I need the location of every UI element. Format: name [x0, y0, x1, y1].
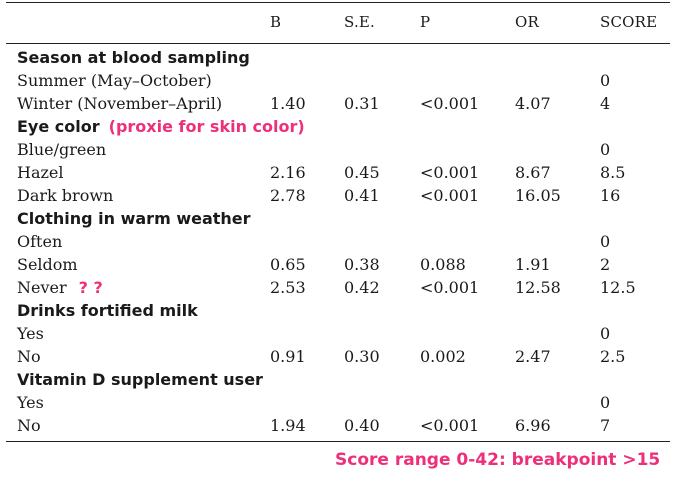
row-label-text: No — [17, 347, 41, 366]
cell-or: 16.05 — [515, 186, 561, 205]
section-heading-row: Eye color (proxie for skin color) — [0, 115, 673, 138]
cell-or: 1.91 — [515, 255, 551, 274]
cell-score: 16 — [600, 186, 621, 205]
cell-score: 0 — [600, 324, 611, 343]
cell-score: 0 — [600, 71, 611, 90]
cell-se: 0.38 — [344, 255, 380, 274]
cell-score: 7 — [600, 416, 611, 435]
table-top-rule — [6, 2, 670, 3]
cell-b: 2.16 — [270, 163, 306, 182]
table-row: Blue/green 0 — [0, 138, 673, 161]
section-heading-row: Drinks fortified milk — [0, 299, 673, 322]
cell-or: 4.07 — [515, 94, 551, 113]
cell-p: <0.001 — [420, 94, 480, 113]
cell-or: 12.58 — [515, 278, 561, 297]
cell-p: <0.001 — [420, 416, 480, 435]
row-label: No — [17, 345, 41, 368]
cell-or: 6.96 — [515, 416, 551, 435]
row-label-text: Often — [17, 232, 63, 251]
row-label: No — [17, 414, 41, 437]
section-title: Season at blood sampling — [17, 48, 250, 67]
row-label: Hazel — [17, 161, 64, 184]
row-label: Yes — [17, 391, 44, 414]
table-row: Hazel 2.16 0.45 <0.001 8.67 8.5 — [0, 161, 673, 184]
cell-p: <0.001 — [420, 186, 480, 205]
row-label-text: Yes — [17, 393, 44, 412]
table-row: Yes 0 — [0, 391, 673, 414]
row-label-text: Seldom — [17, 255, 78, 274]
table-row: Never ? ? 2.53 0.42 <0.001 12.58 12.5 — [0, 276, 673, 299]
table-header-row: B S.E. P OR SCORE — [0, 11, 673, 34]
cell-p: 0.002 — [420, 347, 466, 366]
cell-se: 0.30 — [344, 347, 380, 366]
cell-score: 0 — [600, 232, 611, 251]
section-heading-row: Vitamin D supplement user — [0, 368, 673, 391]
cell-b: 1.94 — [270, 416, 306, 435]
column-header-se: S.E. — [344, 13, 376, 31]
section-title: Vitamin D supplement user — [17, 370, 263, 389]
section-title: Eye color (proxie for skin color) — [17, 117, 305, 136]
cell-or: 8.67 — [515, 163, 551, 182]
cell-b: 1.40 — [270, 94, 306, 113]
row-label-text: No — [17, 416, 41, 435]
row-label: Dark brown — [17, 184, 113, 207]
score-range-annotation: Score range 0-42: breakpoint >15 — [335, 450, 661, 470]
cell-b: 0.65 — [270, 255, 306, 274]
cell-score: 8.5 — [600, 163, 626, 182]
section-title: Drinks fortified milk — [17, 301, 198, 320]
section-heading-row: Season at blood sampling — [0, 46, 673, 69]
cell-p: <0.001 — [420, 278, 480, 297]
table-row: Winter (November–April) 1.40 0.31 <0.001 4.0… — [0, 92, 673, 115]
row-label: Seldom — [17, 253, 78, 276]
cell-b: 0.91 — [270, 347, 306, 366]
cell-se: 0.41 — [344, 186, 380, 205]
row-label-text: Summer (May–October) — [17, 71, 212, 90]
section-annotation: (proxie for skin color) — [108, 117, 305, 136]
row-label-text: Never — [17, 278, 67, 297]
cell-se: 0.40 — [344, 416, 380, 435]
cell-score: 2 — [600, 255, 611, 274]
row-label-text: Yes — [17, 324, 44, 343]
cell-p: 0.088 — [420, 255, 466, 274]
row-label: Often — [17, 230, 62, 253]
cell-se: 0.31 — [344, 94, 380, 113]
table-row: Dark brown 2.78 0.41 <0.001 16.05 16 — [0, 184, 673, 207]
table-row: Summer (May–October) 0 — [0, 69, 673, 92]
column-header-or: OR — [515, 13, 539, 31]
row-label-text: Hazel — [17, 163, 64, 182]
table-header-rule — [6, 43, 670, 44]
cell-score: 2.5 — [600, 347, 626, 366]
cell-or: 2.47 — [515, 347, 551, 366]
section-heading-row: Clothing in warm weather — [0, 207, 673, 230]
table-bottom-rule — [6, 441, 670, 442]
row-label: Yes — [17, 322, 44, 345]
table-row: Yes 0 — [0, 322, 673, 345]
cell-score: 0 — [600, 393, 611, 412]
cell-p: <0.001 — [420, 163, 480, 182]
cell-b: 2.78 — [270, 186, 306, 205]
cell-se: 0.42 — [344, 278, 380, 297]
column-header-score: SCORE — [600, 13, 658, 31]
row-label-text: Winter (November–April) — [17, 94, 223, 113]
row-label-text: Blue/green — [17, 140, 107, 159]
row-annotation: ? ? — [78, 278, 103, 297]
cell-b: 2.53 — [270, 278, 306, 297]
column-header-p: P — [420, 13, 431, 31]
table-row: Often 0 — [0, 230, 673, 253]
row-label: Blue/green — [17, 138, 106, 161]
row-label: Never ? ? — [17, 276, 103, 299]
row-label: Summer (May–October) — [17, 69, 212, 92]
table-row: No 0.91 0.30 0.002 2.47 2.5 — [0, 345, 673, 368]
cell-se: 0.45 — [344, 163, 380, 182]
cell-score: 4 — [600, 94, 611, 113]
row-label: Winter (November–April) — [17, 92, 222, 115]
section-title: Clothing in warm weather — [17, 209, 251, 228]
row-label-text: Dark brown — [17, 186, 114, 205]
column-header-b: B — [270, 13, 282, 31]
cell-score: 0 — [600, 140, 611, 159]
table-row: Seldom 0.65 0.38 0.088 1.91 2 — [0, 253, 673, 276]
cell-score: 12.5 — [600, 278, 636, 297]
table-row: No 1.94 0.40 <0.001 6.96 7 — [0, 414, 673, 437]
